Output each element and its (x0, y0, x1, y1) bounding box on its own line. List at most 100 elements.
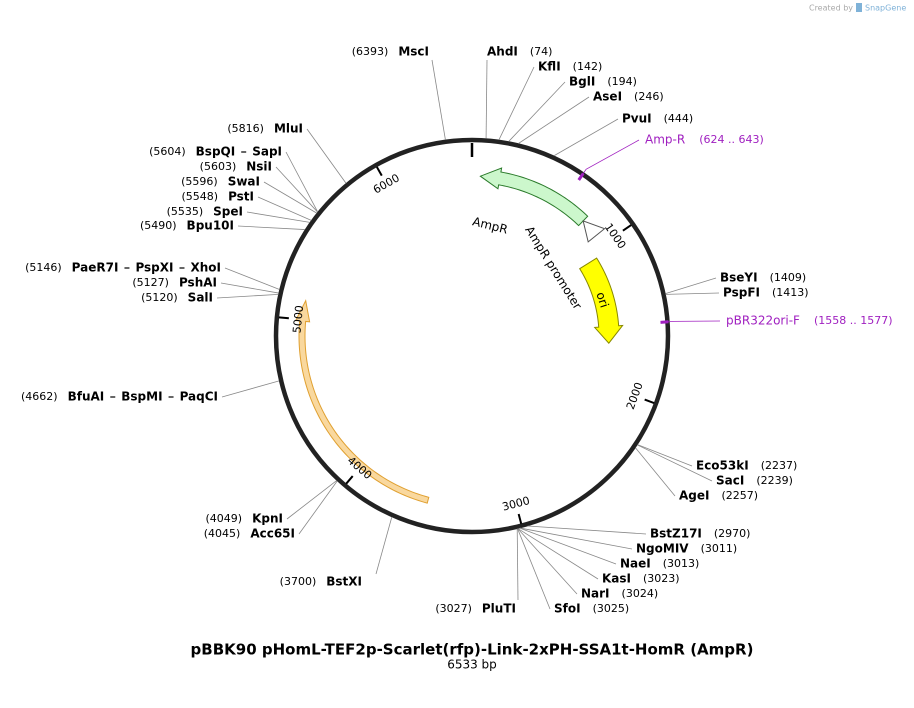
enzyme-name: Acc65I (250, 527, 295, 541)
enzyme-position: (3700) (280, 575, 317, 588)
enzyme-name: BglI (569, 75, 595, 89)
cut-site-leader (527, 525, 647, 535)
cut-site-leader (224, 267, 280, 290)
cut-site-leader (518, 96, 590, 144)
primer-name: pBR322ori-F (726, 314, 800, 328)
tick-label: 2000 (624, 381, 646, 412)
cut-site-leader (517, 528, 551, 610)
tick-mark (345, 475, 354, 485)
credit-logo (856, 3, 862, 12)
enzyme-name: Eco53kI (696, 459, 749, 473)
enzyme-name: NsiI (246, 160, 272, 174)
feature-label: ori (593, 290, 611, 309)
enzyme-name: SfoI (554, 602, 581, 616)
enzyme-name: PvuI (622, 112, 652, 126)
map-length: 6533 bp (447, 658, 497, 672)
tick-label: 3000 (501, 494, 531, 514)
feature-arrow (294, 299, 430, 504)
enzyme-name: BstZ17I (650, 527, 702, 541)
enzyme-position: (5146) (25, 261, 62, 274)
tick-label: 4000 (345, 454, 375, 482)
cut-site-leader (298, 480, 338, 535)
enzyme-name: SalI (188, 291, 213, 305)
features (294, 167, 624, 504)
enzyme-position: (5490) (140, 219, 177, 232)
enzyme-position: (5604) (149, 145, 186, 158)
enzyme-name: NgoMIV (636, 542, 689, 556)
cut-site-leader (520, 527, 633, 550)
backbone-outer (273, 137, 671, 535)
enzyme-position: (5127) (132, 276, 169, 289)
enzyme-position: (1409) (770, 271, 807, 284)
enzyme-position: (5603) (200, 160, 237, 173)
enzyme-name: PluTI (482, 602, 516, 616)
cut-site-leader (637, 444, 713, 482)
cut-site-leader (665, 277, 717, 295)
primer-leader (582, 139, 640, 174)
enzyme-name: PaeR7I (72, 261, 119, 275)
enzyme-position: (74) (530, 45, 553, 58)
primer-mark (660, 320, 669, 324)
enzyme-position: (4049) (206, 512, 243, 525)
feature-arrow (582, 220, 606, 243)
enzyme-position: (5596) (181, 175, 218, 188)
enzyme-name: MluI (274, 122, 303, 136)
enzyme-position: (246) (634, 90, 664, 103)
enzyme-name: MscI (398, 45, 429, 59)
cut-site-leader (375, 516, 393, 575)
enzyme-name: BfuAI (68, 390, 105, 404)
enzyme-position: (6393) (352, 45, 389, 58)
cut-site-leader (498, 66, 535, 141)
feature-label: AmpR promoter (522, 224, 584, 312)
cut-site-leader (553, 118, 619, 157)
credit-brand: SnapGene (865, 4, 906, 13)
cut-site-leader (508, 81, 566, 142)
cut-site-leader (306, 128, 347, 184)
tick-mark (517, 513, 523, 524)
tick-label: 1000 (602, 221, 629, 251)
enzyme-name: PaqCI (180, 390, 218, 404)
enzyme-position: (3024) (622, 587, 659, 600)
enzyme-position: (5548) (181, 190, 218, 203)
enzyme-position: (5120) (141, 291, 178, 304)
cut-site-leader (635, 447, 676, 497)
enzyme-name: AseI (593, 90, 622, 104)
enzyme-name: BseYI (720, 271, 758, 285)
cut-site-leader (246, 211, 310, 223)
map-title: pBBK90 pHomL-TEF2p-Scarlet(rfp)-Link-2xP… (191, 641, 754, 659)
tick-mark (644, 398, 655, 404)
enzyme-position: (4662) (21, 390, 58, 403)
feature-arrow (579, 257, 624, 344)
cut-site-leader (431, 59, 446, 140)
enzyme-position: (2970) (714, 527, 751, 540)
enzyme-position: (142) (573, 60, 603, 73)
primer-range: (1558 .. 1577) (814, 314, 893, 327)
enzyme-name: KasI (602, 572, 631, 586)
enzyme-name: PshAI (179, 276, 217, 290)
enzyme-name: PstI (228, 190, 254, 204)
enzyme-position: (3027) (435, 602, 472, 615)
feature-arrow (479, 167, 589, 227)
cut-site-leader (286, 480, 337, 520)
cut-site-leader (517, 528, 578, 595)
enzyme-name: NaeI (620, 557, 651, 571)
enzyme-position: (5816) (227, 122, 264, 135)
enzyme-name: SpeI (213, 205, 243, 219)
enzyme-position: (444) (664, 112, 694, 125)
cut-site-leader (216, 293, 279, 299)
feature-label: AmpR (471, 214, 509, 236)
cut-site-leader (220, 282, 279, 294)
primer-range: (624 .. 643) (699, 133, 764, 146)
enzyme-name: BspQI (196, 145, 236, 159)
cut-site-leader (275, 166, 318, 213)
primer-name: Amp-R (645, 133, 685, 147)
enzyme-position: (2257) (721, 489, 758, 502)
cut-site-leader (221, 380, 280, 398)
enzyme-position: (194) (607, 75, 637, 88)
cut-site-leader (485, 59, 488, 139)
tick-mark (375, 166, 383, 177)
enzyme-position: (3011) (701, 542, 738, 555)
cut-site-leader (637, 444, 693, 467)
enzyme-name: SwaI (228, 175, 260, 189)
enzyme-position: (2239) (756, 474, 793, 487)
